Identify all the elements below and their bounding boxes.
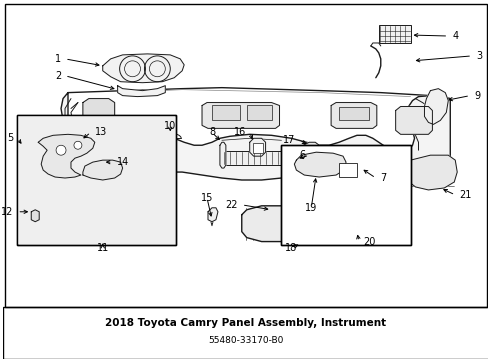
- Polygon shape: [403, 155, 456, 190]
- Bar: [17, 116, 176, 244]
- Bar: [222, 151, 296, 165]
- Polygon shape: [220, 142, 225, 168]
- Polygon shape: [352, 150, 368, 175]
- Polygon shape: [298, 142, 321, 163]
- Text: 5: 5: [7, 133, 13, 143]
- Bar: [281, 145, 410, 244]
- Polygon shape: [249, 138, 265, 156]
- Bar: [246, 104, 271, 121]
- Text: 12: 12: [1, 207, 13, 217]
- Text: 18: 18: [285, 243, 297, 252]
- Bar: [17, 116, 176, 244]
- Bar: [252, 143, 262, 153]
- Polygon shape: [207, 208, 218, 222]
- Polygon shape: [424, 89, 447, 125]
- Text: 6: 6: [299, 150, 305, 160]
- Text: 2018 Toyota Camry Panel Assembly, Instrument: 2018 Toyota Camry Panel Assembly, Instru…: [105, 318, 386, 328]
- Text: 4: 4: [451, 31, 457, 41]
- Bar: [211, 104, 239, 121]
- Polygon shape: [330, 103, 376, 129]
- Polygon shape: [118, 86, 165, 96]
- Text: 55480-33170-B0: 55480-33170-B0: [207, 336, 283, 345]
- Text: 14: 14: [117, 157, 129, 167]
- Bar: [378, 25, 410, 43]
- Text: 19: 19: [305, 203, 317, 213]
- Bar: [23, 137, 51, 155]
- Bar: [19, 116, 175, 244]
- Text: 22: 22: [225, 200, 237, 210]
- Text: 16: 16: [233, 127, 245, 137]
- Text: 13: 13: [95, 127, 107, 137]
- Text: 15: 15: [201, 193, 213, 203]
- Polygon shape: [395, 107, 431, 134]
- Polygon shape: [202, 103, 279, 129]
- Polygon shape: [102, 54, 184, 83]
- Bar: [338, 107, 368, 121]
- Text: 7: 7: [379, 173, 385, 183]
- Polygon shape: [83, 160, 122, 180]
- Polygon shape: [241, 206, 343, 242]
- Text: 1: 1: [55, 54, 61, 64]
- Circle shape: [56, 145, 66, 155]
- Text: 17: 17: [283, 135, 295, 145]
- Polygon shape: [31, 210, 39, 222]
- Circle shape: [74, 141, 81, 149]
- Text: 11: 11: [97, 243, 109, 252]
- Polygon shape: [53, 93, 449, 180]
- Bar: [281, 145, 410, 244]
- Text: 2: 2: [55, 71, 61, 81]
- Polygon shape: [38, 134, 95, 178]
- Text: 21: 21: [458, 190, 470, 200]
- Text: 9: 9: [473, 91, 479, 100]
- Polygon shape: [83, 99, 114, 126]
- Text: 10: 10: [164, 121, 176, 131]
- Text: 3: 3: [475, 51, 481, 61]
- Bar: [5, 4, 486, 307]
- Text: 20: 20: [362, 237, 374, 247]
- Bar: [3, 307, 488, 359]
- Polygon shape: [294, 152, 346, 177]
- Bar: [356, 222, 370, 231]
- Bar: [338, 163, 356, 177]
- Text: 8: 8: [208, 127, 215, 137]
